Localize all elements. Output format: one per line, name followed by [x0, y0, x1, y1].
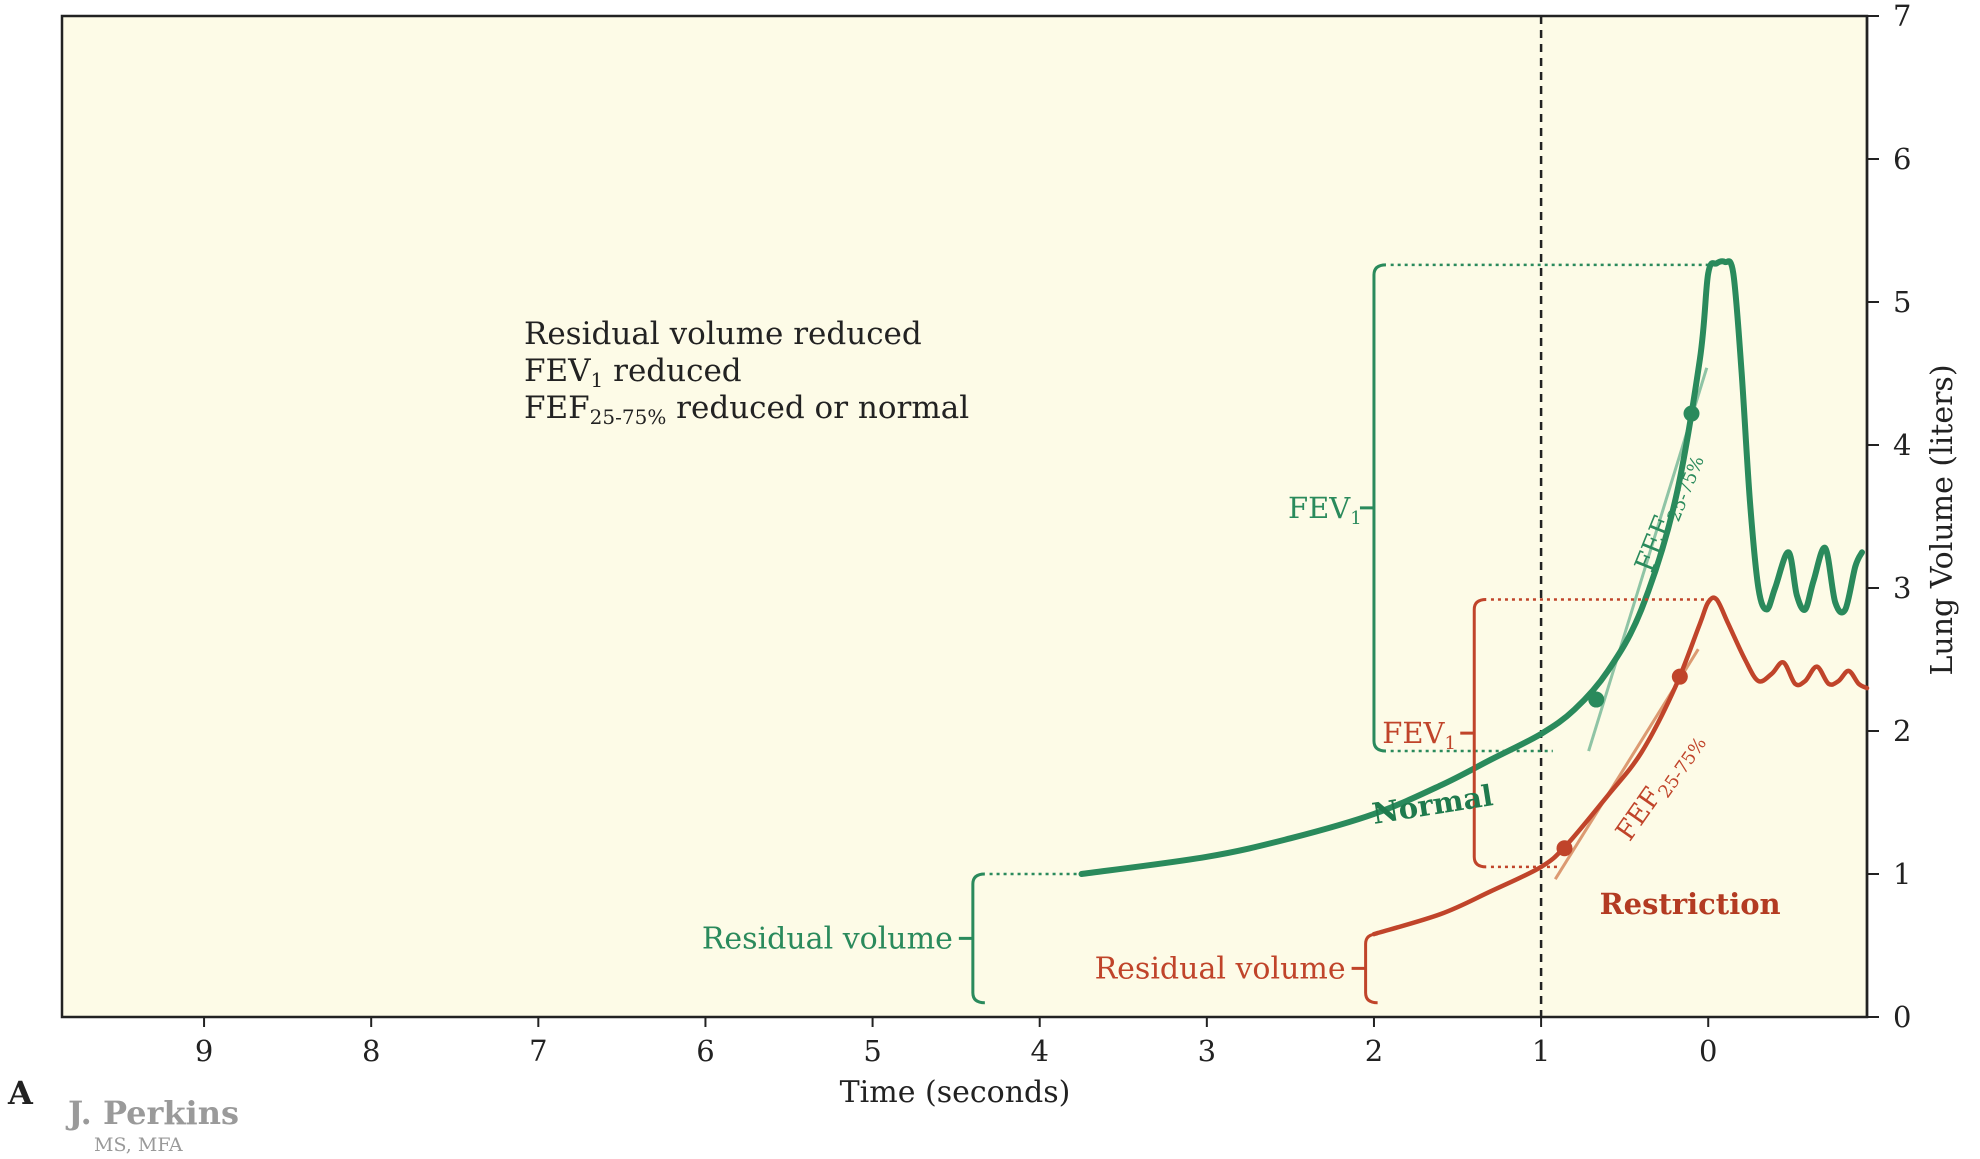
y-tick-label: 2	[1893, 714, 1911, 748]
fef-point-normal	[1588, 691, 1605, 708]
y-axis-title: Lung Volume (liters)	[1925, 364, 1960, 675]
y-tick-label: 6	[1893, 142, 1911, 176]
y-tick-label: 0	[1893, 1000, 1911, 1034]
annotation-line-2: FEV1 reduced	[524, 353, 742, 392]
panel-letter: A	[7, 1074, 34, 1112]
x-tick-label: 3	[1198, 1034, 1216, 1068]
x-tick-label: 0	[1699, 1034, 1717, 1068]
fev1-bracket-normal	[1359, 263, 1387, 753]
rv-bracket-normal	[958, 872, 985, 1005]
fef-point-restriction	[1556, 840, 1573, 857]
y-tick-label: 3	[1893, 571, 1911, 605]
fev1-bracket-restriction	[1460, 597, 1487, 869]
x-tick-label: 4	[1030, 1034, 1048, 1068]
rv-bracket-restriction	[1351, 932, 1378, 1005]
credit-degree: MS, MFA	[94, 1134, 183, 1156]
x-tick-label: 9	[195, 1034, 213, 1068]
rv-label-restriction: Residual volume	[1095, 951, 1346, 986]
annotation-line-3: FEF25-75% reduced or normal	[524, 390, 969, 429]
x-axis-title: Time (seconds)	[840, 1075, 1071, 1110]
y-tick-label: 1	[1893, 857, 1911, 891]
x-tick-label: 2	[1365, 1034, 1383, 1068]
credit-name: J. Perkins	[65, 1094, 239, 1132]
y-tick-label: 7	[1893, 0, 1911, 33]
x-tick-label: 5	[863, 1034, 881, 1068]
rv-label-normal: Residual volume	[702, 921, 953, 956]
x-tick-label: 6	[696, 1034, 714, 1068]
y-tick-label: 4	[1893, 428, 1911, 462]
y-tick-label: 5	[1893, 285, 1911, 319]
series-label-restriction: Restriction	[1600, 887, 1781, 921]
plot-background	[60, 14, 1869, 1019]
fef-point-restriction	[1671, 668, 1688, 685]
x-tick-label: 1	[1532, 1034, 1550, 1068]
x-tick-label: 7	[529, 1034, 547, 1068]
fev1-label-normal: FEV1	[1288, 491, 1362, 529]
fef-point-normal	[1683, 405, 1700, 422]
fev1-label-restriction: FEV1	[1382, 716, 1456, 754]
annotation-line-1: Residual volume reduced	[524, 316, 922, 352]
series-line-normal	[1078, 258, 1865, 877]
x-tick-label: 8	[362, 1034, 380, 1068]
